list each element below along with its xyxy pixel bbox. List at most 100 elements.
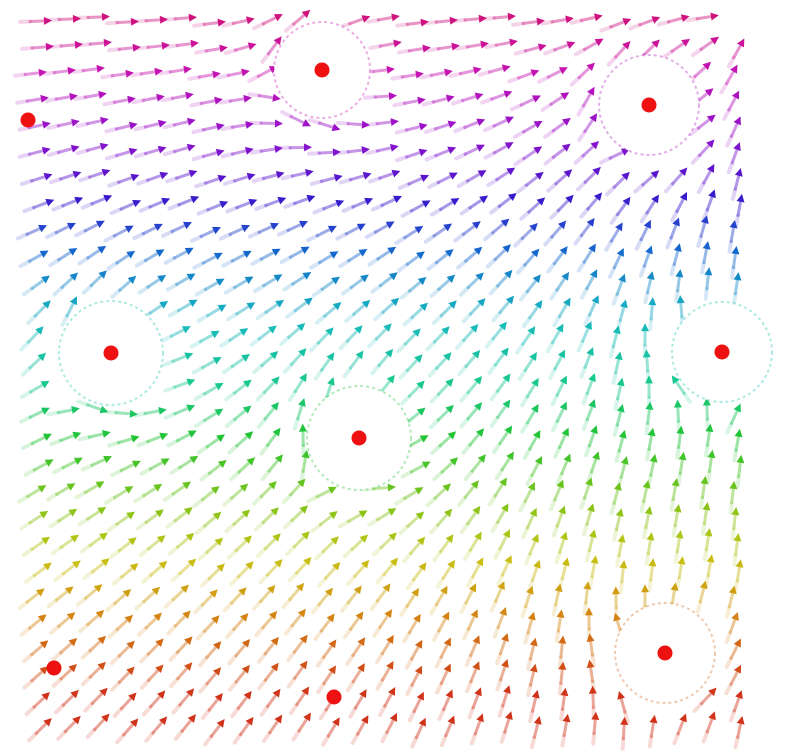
arrow-tail bbox=[459, 205, 472, 216]
arrow-tail bbox=[255, 390, 267, 402]
field-arrow bbox=[262, 714, 283, 743]
arrow-tail bbox=[314, 549, 326, 561]
arrow-head bbox=[474, 687, 482, 697]
arrow-tail bbox=[513, 48, 528, 56]
arrow-tail bbox=[194, 48, 209, 55]
arrow-head bbox=[38, 224, 48, 233]
field-arrow bbox=[249, 145, 283, 155]
arrow-head bbox=[499, 477, 507, 487]
arrow-head bbox=[554, 583, 563, 593]
field-arrow bbox=[160, 91, 194, 103]
field-arrow bbox=[195, 615, 220, 641]
obstacle-point bbox=[103, 345, 119, 361]
arrow-head bbox=[267, 585, 276, 594]
arrow-tail bbox=[487, 494, 498, 507]
arrow-head bbox=[184, 662, 193, 671]
field-arrow bbox=[315, 639, 337, 668]
field-arrow bbox=[133, 483, 163, 504]
field-arrow bbox=[477, 64, 511, 77]
arrow-head bbox=[301, 119, 311, 127]
field-arrow bbox=[310, 511, 338, 533]
arrow-tail bbox=[543, 235, 554, 247]
arrow-head bbox=[190, 195, 200, 204]
arrow-head bbox=[468, 583, 477, 593]
arrow-tail bbox=[189, 101, 204, 108]
field-arrow bbox=[310, 587, 333, 615]
field-arrow bbox=[342, 350, 364, 379]
arrow-head bbox=[217, 304, 227, 313]
arrow-head bbox=[473, 402, 483, 411]
arrow-head bbox=[74, 196, 84, 205]
arrow-tail bbox=[549, 288, 559, 301]
field-arrow bbox=[46, 586, 74, 609]
field-arrow bbox=[669, 477, 680, 512]
arrow-tail bbox=[525, 473, 534, 487]
arrow-head bbox=[616, 403, 625, 413]
arrow-head bbox=[679, 713, 687, 723]
arrow-tail bbox=[465, 679, 473, 693]
arrow-head bbox=[213, 252, 223, 261]
arrow-head bbox=[71, 118, 80, 127]
arrow-tail bbox=[529, 735, 537, 750]
arrow-head bbox=[413, 613, 421, 623]
arrow-tail bbox=[221, 21, 236, 28]
field-arrow bbox=[526, 637, 538, 671]
arrow-head bbox=[642, 349, 651, 358]
arrow-head bbox=[670, 582, 679, 591]
arrow-tail bbox=[165, 282, 179, 292]
arrow-head bbox=[646, 271, 655, 280]
arrow-head bbox=[303, 712, 312, 722]
field-arrow bbox=[227, 638, 251, 666]
arrow-tail bbox=[432, 470, 444, 481]
arrow-tail bbox=[138, 546, 151, 558]
arrow-head bbox=[414, 665, 423, 675]
arrow-head bbox=[562, 713, 571, 723]
arrow-tail bbox=[220, 125, 235, 131]
arrow-head bbox=[210, 485, 220, 495]
field-arrow bbox=[224, 509, 251, 534]
arrow-tail bbox=[115, 732, 126, 745]
arrow-tail bbox=[523, 630, 531, 645]
arrow-head bbox=[95, 220, 105, 229]
arrow-tail bbox=[397, 48, 412, 55]
field-arrow bbox=[458, 272, 484, 297]
arrow-tail bbox=[513, 156, 526, 167]
arrow-head bbox=[618, 273, 626, 283]
arrow-head bbox=[479, 195, 489, 204]
arrow-tail bbox=[462, 627, 471, 641]
arrow-head bbox=[299, 373, 307, 382]
arrow-head bbox=[154, 67, 163, 76]
arrow-head bbox=[620, 148, 630, 156]
arrow-tail bbox=[397, 262, 410, 273]
field-arrow bbox=[189, 330, 220, 349]
arrow-head bbox=[651, 39, 660, 48]
field-arrow bbox=[198, 641, 222, 668]
field-arrow bbox=[22, 666, 49, 690]
arrow-tail bbox=[548, 367, 557, 380]
field-arrow bbox=[516, 248, 540, 275]
arrow-tail bbox=[639, 499, 646, 514]
arrow-tail bbox=[676, 471, 683, 486]
arrow-tail bbox=[520, 420, 530, 434]
arrow-head bbox=[239, 483, 249, 492]
arrow-tail bbox=[73, 95, 88, 101]
arrow-head bbox=[275, 299, 285, 308]
arrow-head bbox=[153, 483, 163, 492]
arrow-head bbox=[556, 609, 565, 618]
arrow-head bbox=[421, 200, 431, 208]
arrow-tail bbox=[170, 571, 182, 583]
field-arrow bbox=[728, 690, 743, 723]
arrow-head bbox=[733, 533, 742, 542]
arrow-tail bbox=[276, 228, 291, 237]
field-arrow bbox=[507, 69, 540, 84]
field-arrow bbox=[338, 249, 368, 269]
arrow-head bbox=[443, 508, 453, 518]
field-arrow bbox=[492, 425, 513, 454]
field-arrow bbox=[21, 536, 51, 558]
arrow-head bbox=[101, 713, 110, 723]
field-arrow bbox=[480, 90, 513, 105]
arrow-tail bbox=[165, 518, 178, 529]
arrow-tail bbox=[226, 548, 239, 560]
arrow-tail bbox=[75, 148, 90, 156]
arrow-tail bbox=[133, 151, 148, 159]
